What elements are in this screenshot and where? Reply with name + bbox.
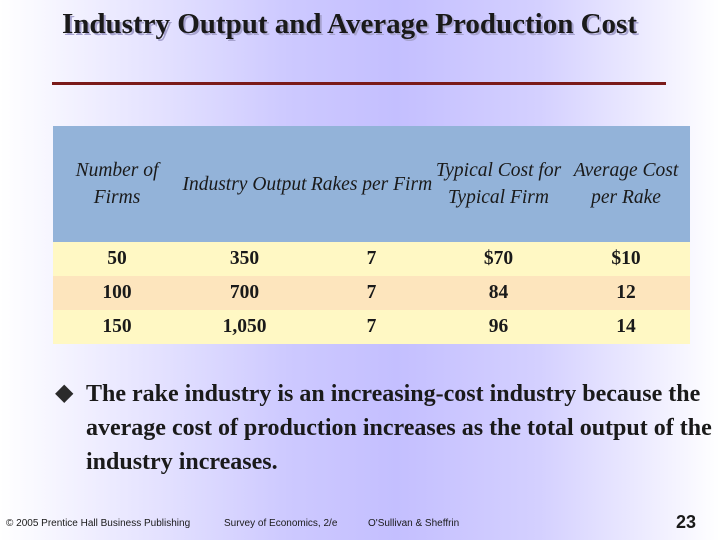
table-cell: 50 <box>53 242 181 276</box>
bullet-text: The rake industry is an increasing-cost … <box>86 381 712 475</box>
bullet-icon: ◆ <box>55 380 74 406</box>
header-rakes-per-firm: Rakes per Firm <box>308 126 435 242</box>
header-average-cost: Average Cost per Rake <box>562 126 690 242</box>
table-cell: 96 <box>435 310 562 344</box>
table-cell: 7 <box>308 242 435 276</box>
page-number: 23 <box>676 512 697 532</box>
header-number-of-firms: Number of Firms <box>53 126 181 242</box>
table-cell: 350 <box>181 242 308 276</box>
table-row: 150 1,050 7 96 14 <box>53 310 690 344</box>
table-cell: 84 <box>435 276 562 310</box>
table-header-row: Number of Firms Industry Output Rakes pe… <box>53 126 690 242</box>
table-cell: 7 <box>308 310 435 344</box>
slide-title: Industry Output and Average Production C… <box>62 8 637 40</box>
table-cell: 700 <box>181 276 308 310</box>
footer-book: Survey of Economics, 2/e <box>224 518 338 529</box>
header-industry-output: Industry Output <box>181 126 308 242</box>
table-row: 50 350 7 $70 $10 <box>53 242 690 276</box>
table-cell: 12 <box>562 276 690 310</box>
table-cell: 14 <box>562 310 690 344</box>
title-underline <box>52 82 666 85</box>
footer-authors: O'Sullivan & Sheffrin <box>368 518 460 529</box>
table-cell: 100 <box>53 276 181 310</box>
footer-copyright: © 2005 Prentice Hall Business Publishing <box>6 518 191 529</box>
cost-table: Number of Firms Industry Output Rakes pe… <box>53 126 690 344</box>
table-cell: $10 <box>562 242 690 276</box>
table-cell: $70 <box>435 242 562 276</box>
table-cell: 7 <box>308 276 435 310</box>
table-cell: 150 <box>53 310 181 344</box>
table-row: 100 700 7 84 12 <box>53 276 690 310</box>
header-typical-cost: Typical Cost for Typical Firm <box>435 126 562 242</box>
table-cell: 1,050 <box>181 310 308 344</box>
